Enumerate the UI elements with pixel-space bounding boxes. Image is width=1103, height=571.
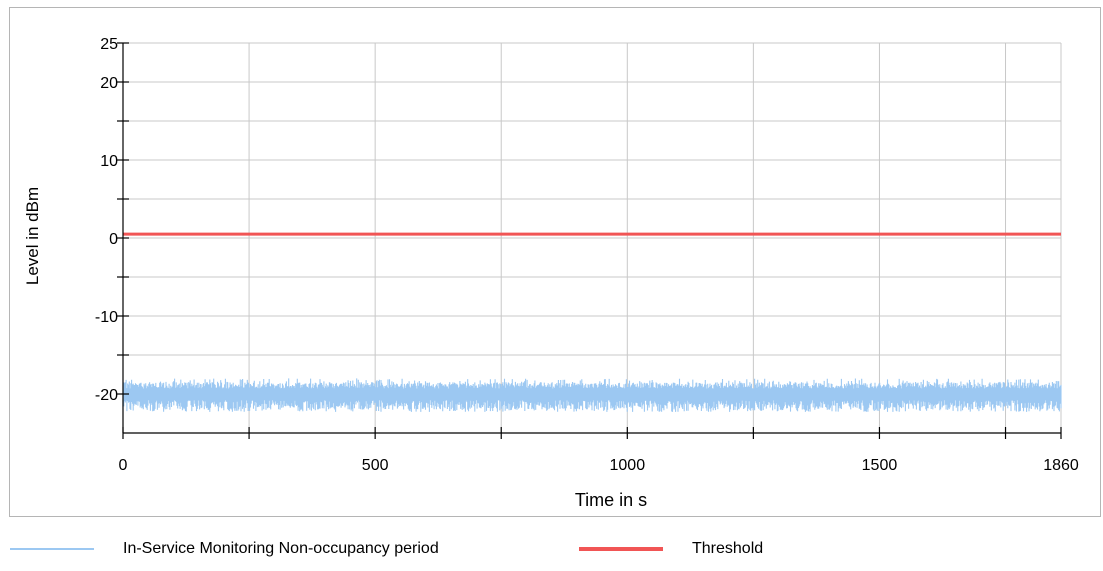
chart-frame: [9, 7, 1101, 517]
series-in-service-monitoring: [122, 378, 1062, 412]
x-tick-label: 1000: [610, 457, 646, 474]
y-axis-label: Level in dBm: [23, 187, 42, 285]
y-tick-label: 10: [100, 153, 118, 170]
y-tick-label: 25: [100, 36, 118, 53]
x-tick-label: 1500: [862, 457, 898, 474]
x-tick-label: 500: [362, 457, 389, 474]
legend-label-monitoring: In-Service Monitoring Non-occupancy peri…: [123, 540, 439, 557]
legend-item-monitoring: In-Service Monitoring Non-occupancy peri…: [10, 537, 439, 561]
tick-labels: 0 500 1000 1500 1860 25 20 10 0 -10 -20: [95, 36, 1079, 474]
legend-item-threshold: Threshold: [579, 537, 763, 561]
legend-label-threshold: Threshold: [692, 540, 764, 557]
legend-swatch-monitoring: [10, 548, 94, 550]
x-axis-label: Time in s: [575, 490, 647, 510]
y-tick-label: -20: [95, 387, 118, 404]
x-tick-label: 1860: [1043, 457, 1079, 474]
x-tick-label: 0: [119, 457, 128, 474]
axes: [117, 42, 1062, 439]
y-tick-label: 0: [109, 231, 118, 248]
legend-swatch-threshold: [579, 547, 663, 551]
grid-lines: [122, 42, 1062, 433]
y-tick-label: -10: [95, 309, 118, 326]
y-tick-label: 20: [100, 75, 118, 92]
